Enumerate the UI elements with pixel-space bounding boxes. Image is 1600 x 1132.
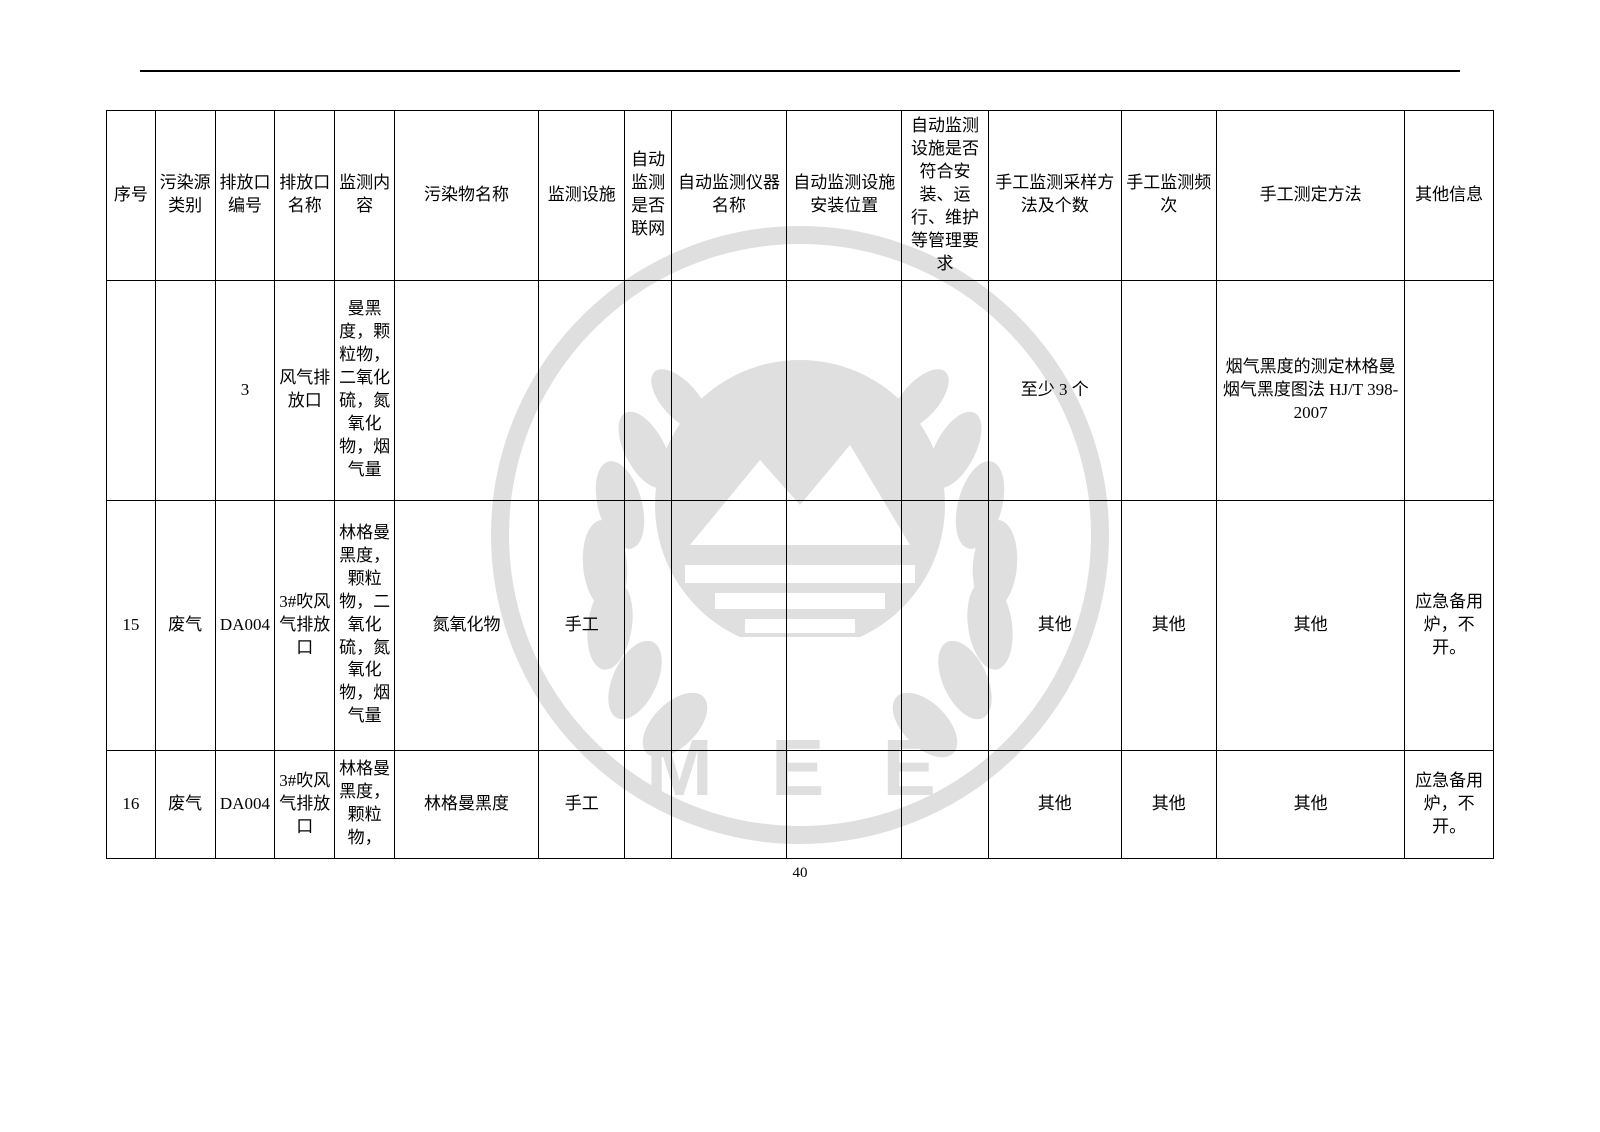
table-cell: 手工 xyxy=(539,750,625,858)
header-cell: 自动监测是否联网 xyxy=(625,111,672,281)
table-cell: 废气 xyxy=(155,500,215,750)
table-cell: DA004 xyxy=(215,750,275,858)
header-cell: 自动监测设施是否符合安装、运行、维护等管理要求 xyxy=(902,111,988,281)
table-cell: DA004 xyxy=(215,500,275,750)
table-cell: 3 xyxy=(215,280,275,500)
table-cell xyxy=(625,500,672,750)
table-cell xyxy=(394,280,538,500)
header-cell: 监测设施 xyxy=(539,111,625,281)
table-cell xyxy=(787,500,902,750)
table-cell: 至少 3 个 xyxy=(988,280,1121,500)
header-cell: 排放口编号 xyxy=(215,111,275,281)
table-row: 15 废气 DA004 3#吹风气排放口 林格曼黑度，颗粒物，二氧化硫，氮氧化物… xyxy=(107,500,1494,750)
table-cell xyxy=(155,280,215,500)
table-cell xyxy=(671,500,786,750)
table-cell: 16 xyxy=(107,750,156,858)
table-cell xyxy=(1405,280,1494,500)
header-cell: 序号 xyxy=(107,111,156,281)
table-cell xyxy=(539,280,625,500)
table-cell: 林格曼黑度，颗粒物，二氧化硫，氮氧化物，烟气量 xyxy=(335,500,395,750)
header-cell: 自动监测仪器名称 xyxy=(671,111,786,281)
table-cell: 其他 xyxy=(988,750,1121,858)
table-cell xyxy=(671,280,786,500)
table-cell: 手工 xyxy=(539,500,625,750)
table-cell: 15 xyxy=(107,500,156,750)
table-cell xyxy=(902,750,988,858)
table-cell: 3#吹风气排放口 xyxy=(275,500,335,750)
header-cell: 手工监测采样方法及个数 xyxy=(988,111,1121,281)
table-cell: 林格曼黑度 xyxy=(394,750,538,858)
table-cell: 氮氧化物 xyxy=(394,500,538,750)
header-rule xyxy=(140,70,1460,72)
table-cell: 烟气黑度的测定林格曼烟气黑度图法 HJ/T 398-2007 xyxy=(1216,280,1404,500)
table-row: 3 风气排放口 曼黑度，颗粒物，二氧化硫，氮氧化物，烟气量 至少 3 个 烟气黑… xyxy=(107,280,1494,500)
table-cell: 应急备用炉，不开。 xyxy=(1405,750,1494,858)
table-cell: 风气排放口 xyxy=(275,280,335,500)
page-container: M E E 序号 污染源类别 排放口编号 排放口名称 监测内容 污染物名称 监测… xyxy=(0,0,1600,1132)
page-number: 40 xyxy=(793,865,808,882)
table-cell xyxy=(671,750,786,858)
header-cell: 其他信息 xyxy=(1405,111,1494,281)
table-cell: 其他 xyxy=(1121,750,1216,858)
table-cell: 其他 xyxy=(1121,500,1216,750)
table-cell: 应急备用炉，不开。 xyxy=(1405,500,1494,750)
table-cell xyxy=(902,280,988,500)
table-header-row: 序号 污染源类别 排放口编号 排放口名称 监测内容 污染物名称 监测设施 自动监… xyxy=(107,111,1494,281)
table-cell xyxy=(787,750,902,858)
table-cell: 3#吹风气排放口 xyxy=(275,750,335,858)
header-cell: 排放口名称 xyxy=(275,111,335,281)
table-cell: 林格曼黑度，颗粒物， xyxy=(335,750,395,858)
table-cell: 其他 xyxy=(1216,500,1404,750)
header-cell: 污染物名称 xyxy=(394,111,538,281)
header-cell: 手工监测频次 xyxy=(1121,111,1216,281)
table-cell xyxy=(107,280,156,500)
table-cell: 曼黑度，颗粒物，二氧化硫，氮氧化物，烟气量 xyxy=(335,280,395,500)
table-cell: 其他 xyxy=(988,500,1121,750)
table-cell: 废气 xyxy=(155,750,215,858)
table-cell: 其他 xyxy=(1216,750,1404,858)
header-cell: 手工测定方法 xyxy=(1216,111,1404,281)
table-cell xyxy=(902,500,988,750)
header-cell: 自动监测设施安装位置 xyxy=(787,111,902,281)
table-cell xyxy=(787,280,902,500)
header-cell: 监测内容 xyxy=(335,111,395,281)
monitoring-table: 序号 污染源类别 排放口编号 排放口名称 监测内容 污染物名称 监测设施 自动监… xyxy=(106,110,1494,859)
table-cell xyxy=(625,750,672,858)
table-wrapper: 序号 污染源类别 排放口编号 排放口名称 监测内容 污染物名称 监测设施 自动监… xyxy=(106,110,1494,859)
header-cell: 污染源类别 xyxy=(155,111,215,281)
table-row: 16 废气 DA004 3#吹风气排放口 林格曼黑度，颗粒物， 林格曼黑度 手工… xyxy=(107,750,1494,858)
table-cell xyxy=(625,280,672,500)
table-cell xyxy=(1121,280,1216,500)
